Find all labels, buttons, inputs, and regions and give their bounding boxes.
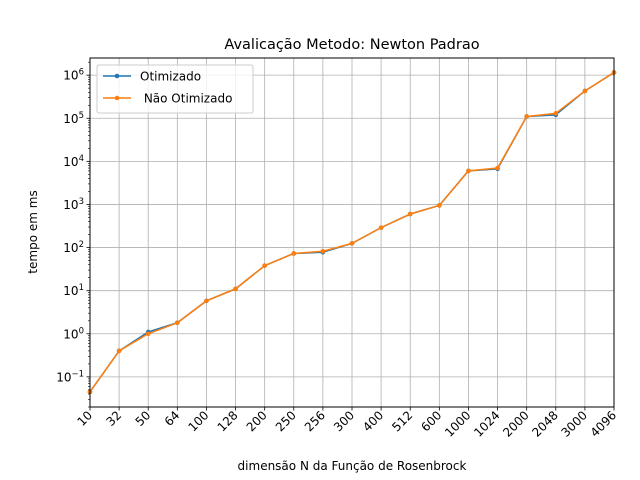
data-point (204, 298, 209, 304)
data-point (495, 165, 500, 171)
data-point (437, 203, 442, 208)
data-point (466, 168, 471, 174)
data-point (407, 211, 413, 217)
legend-label-nao-otimizado: Não Otimizado (140, 92, 232, 106)
data-point (553, 111, 559, 116)
data-point (116, 348, 122, 354)
y-tick-label: 104 (63, 154, 84, 169)
data-point (378, 225, 384, 230)
data-point (524, 114, 529, 119)
legend-box (96, 64, 254, 114)
legend: Otimizado Não Otimizado (96, 64, 254, 114)
series-layer (87, 70, 617, 395)
y-tick-label: 10−1 (56, 369, 84, 384)
x-axis-label: dimensão N da Função de Rosenbrock (238, 459, 467, 473)
chart-title: Avalicação Metodo: Newton Padrao (224, 37, 479, 53)
data-point (262, 263, 267, 268)
y-axis-label: tempo em ms (26, 190, 40, 273)
legend-marker-nao-otimizado (114, 95, 120, 101)
data-point (582, 88, 588, 94)
data-point (233, 286, 238, 292)
legend-label-otimizado: Otimizado (140, 70, 201, 84)
y-tick-label: 101 (63, 283, 84, 298)
y-tick-label: 102 (63, 240, 84, 255)
grid (89, 58, 615, 407)
y-tick-label: 100 (63, 326, 84, 341)
y-tick-label: 105 (63, 111, 84, 126)
y-tick-label: 106 (63, 68, 84, 83)
data-point (175, 320, 180, 326)
data-point (320, 248, 326, 254)
legend-marker-otimizado (114, 73, 120, 79)
data-point (349, 241, 355, 246)
data-point (291, 251, 297, 256)
data-point (145, 331, 151, 337)
y-axis: 10−1 100 101 102 103 104 105 106 (56, 61, 90, 408)
y-tick-label: 103 (63, 197, 84, 212)
